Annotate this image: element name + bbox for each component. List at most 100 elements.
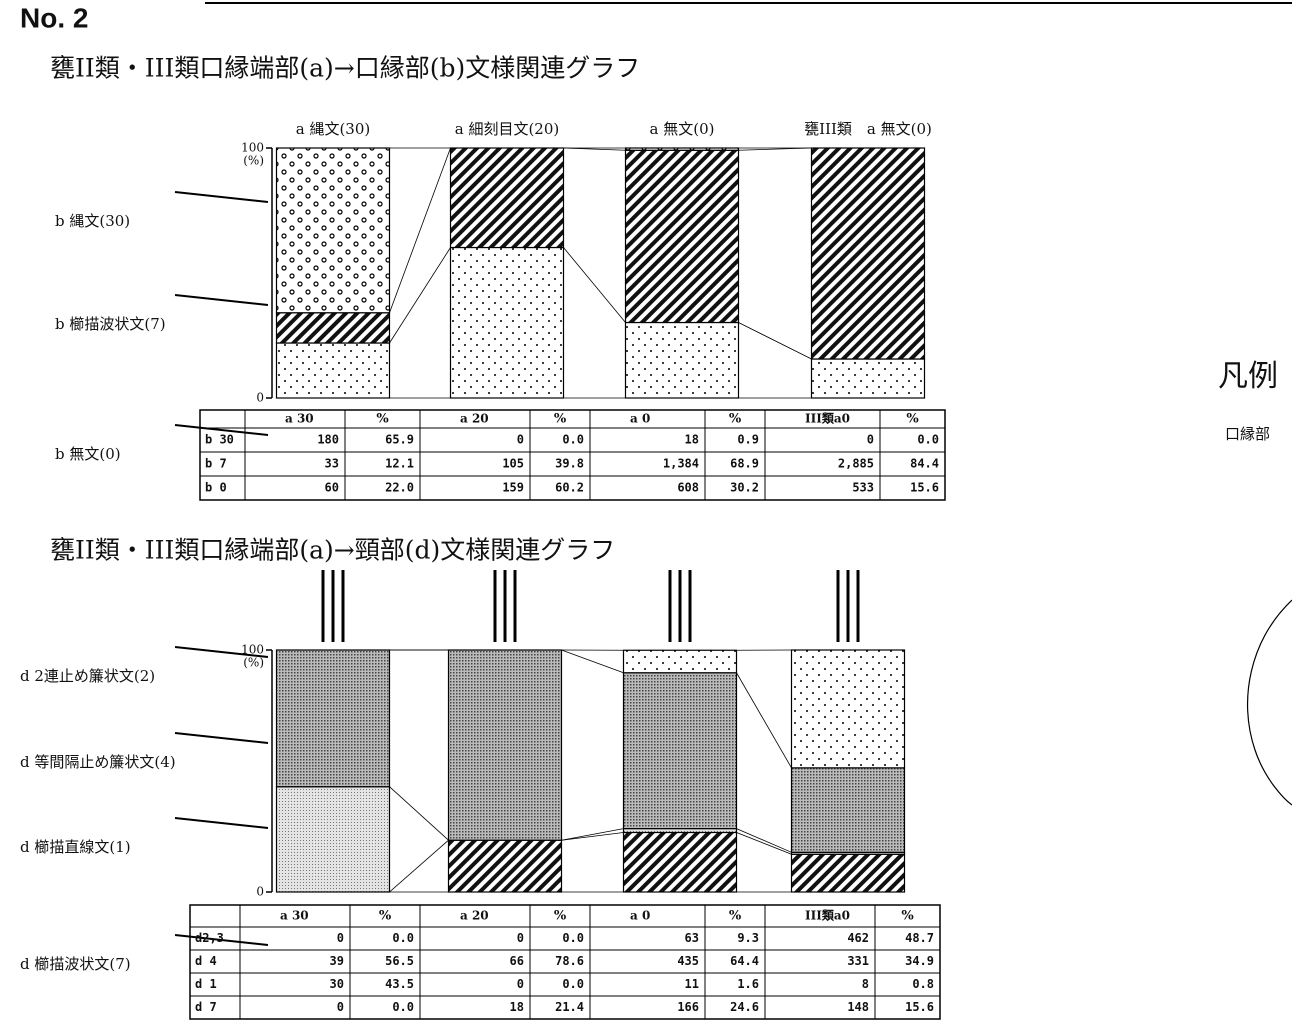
- leader-line: [174, 646, 269, 658]
- count-cell: 60: [325, 481, 339, 495]
- count-cell: 18: [685, 433, 699, 447]
- percent-cell: 56.5: [385, 954, 414, 968]
- bar-segment: [790, 767, 906, 853]
- category-title: a 細刻目文(20): [455, 120, 560, 138]
- count-cell: 148: [847, 1000, 869, 1014]
- bar-segment: [275, 786, 391, 893]
- row-label: b 30: [205, 433, 234, 447]
- bar-segment: [275, 342, 391, 399]
- row-label: d 4: [195, 954, 217, 968]
- percent-cell: 34.9: [905, 954, 934, 968]
- table-header: %: [376, 412, 389, 427]
- chart-title: 甕II類・III類口縁端部(a)→口縁部(b)文様関連グラフ: [50, 54, 640, 83]
- category-title: a 無文(0): [650, 120, 715, 138]
- bar-segment: [810, 147, 926, 360]
- connector: [738, 322, 812, 360]
- count-cell: 1,384: [663, 457, 699, 471]
- percent-cell: 15.6: [910, 481, 939, 495]
- count-cell: 18: [510, 1000, 524, 1014]
- y-unit: (%): [243, 154, 264, 168]
- count-cell: 533: [852, 481, 874, 495]
- table-header: III類a0: [805, 411, 850, 426]
- table-header: a 20: [460, 412, 489, 426]
- legend-sketch: [1246, 599, 1292, 806]
- connector: [736, 672, 792, 769]
- percent-cell: 65.9: [385, 433, 414, 447]
- bar-segment: [622, 649, 738, 674]
- count-cell: 11: [685, 977, 699, 991]
- count-cell: 0: [337, 931, 344, 945]
- bar-segment: [624, 147, 740, 151]
- count-cell: 435: [677, 954, 699, 968]
- connector: [389, 147, 451, 313]
- table-header: %: [554, 412, 567, 427]
- percent-cell: 9.3: [737, 931, 759, 945]
- percent-cell: 0.0: [392, 931, 414, 945]
- y-tick-label: 0: [256, 391, 264, 405]
- table-header: III類a0: [805, 908, 850, 923]
- count-cell: 166: [677, 1000, 699, 1014]
- category-title: 甕III類 a 無文(0): [804, 120, 932, 138]
- connector: [389, 247, 451, 344]
- table-header: a 0: [630, 412, 650, 426]
- table-header: %: [379, 909, 392, 924]
- leader-line: [174, 191, 269, 203]
- table-header: %: [901, 909, 914, 924]
- series-name: b 櫛描波状文(7): [55, 315, 166, 333]
- count-cell: 331: [847, 954, 869, 968]
- legend-subtitle: 口縁部: [1225, 425, 1270, 443]
- percent-cell: 0.8: [912, 977, 934, 991]
- bar-segment: [275, 147, 391, 314]
- percent-cell: 39.8: [555, 457, 584, 471]
- percent-cell: 78.6: [555, 954, 584, 968]
- count-cell: 462: [847, 931, 869, 945]
- row-label: d2,3: [195, 931, 224, 945]
- percent-cell: 0.0: [562, 931, 584, 945]
- percent-cell: 48.7: [905, 931, 934, 945]
- table-header: %: [906, 412, 919, 427]
- y-tick-label: 100: [241, 643, 264, 657]
- leader-line: [174, 817, 269, 829]
- bar-segment: [275, 649, 391, 788]
- count-cell: 159: [502, 481, 524, 495]
- connector: [389, 839, 449, 893]
- series-name: d 櫛描波状文(7): [20, 955, 131, 973]
- percent-cell: 60.2: [555, 481, 584, 495]
- table-header: a 30: [280, 909, 309, 923]
- percent-cell: 12.1: [385, 457, 414, 471]
- row-label: d 7: [195, 1000, 217, 1014]
- category-title: a 縄文(30): [296, 120, 371, 138]
- row-label: b 0: [205, 481, 227, 495]
- percent-cell: 0.0: [392, 1000, 414, 1014]
- y-tick-label: 100: [241, 141, 264, 155]
- percent-cell: 24.6: [730, 1000, 759, 1014]
- series-name: d 櫛描直線文(1): [20, 838, 131, 856]
- count-cell: 39: [330, 954, 344, 968]
- bar-segment: [624, 149, 740, 324]
- count-cell: 33: [325, 457, 339, 471]
- y-tick-label: 0: [256, 885, 264, 899]
- count-cell: 63: [685, 931, 699, 945]
- table-header: %: [729, 412, 742, 427]
- chart-title: 甕II類・III類口縁端部(a)→頸部(d)文様関連グラフ: [50, 536, 615, 565]
- bar-segment: [449, 147, 565, 249]
- bar-segment: [790, 853, 906, 893]
- percent-cell: 30.2: [730, 481, 759, 495]
- count-cell: 0: [867, 433, 874, 447]
- count-cell: 0: [337, 1000, 344, 1014]
- percent-cell: 0.0: [562, 977, 584, 991]
- count-cell: 0: [517, 433, 524, 447]
- table-header: a 0: [630, 909, 650, 923]
- percent-cell: 0.0: [917, 433, 939, 447]
- count-cell: 66: [510, 954, 524, 968]
- row-label: d 1: [195, 977, 217, 991]
- table-header: a 30: [285, 412, 314, 426]
- bar-segment: [624, 321, 740, 399]
- leader-line: [174, 294, 269, 306]
- bar-segment: [790, 649, 906, 769]
- percent-cell: 22.0: [385, 481, 414, 495]
- table-header: a 20: [460, 909, 489, 923]
- percent-cell: 15.6: [905, 1000, 934, 1014]
